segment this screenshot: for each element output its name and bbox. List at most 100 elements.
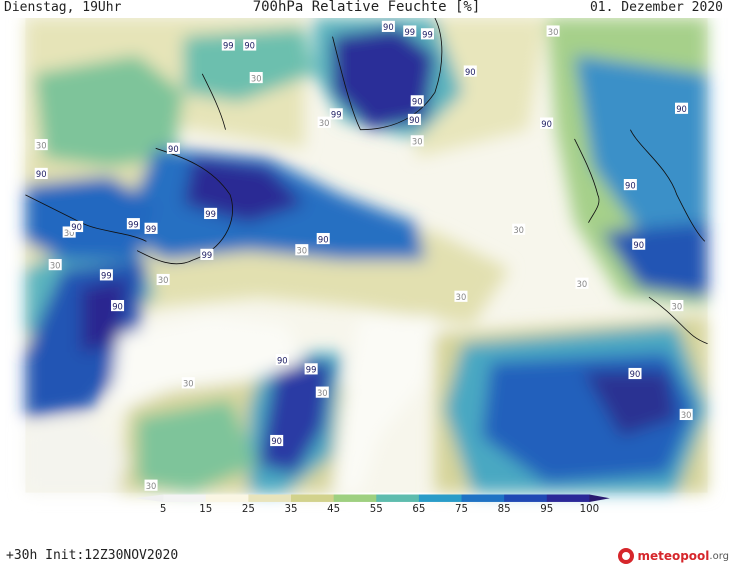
contour-label: 30 <box>512 223 526 235</box>
humidity-field <box>25 18 708 493</box>
contour-label: 30 <box>156 273 170 285</box>
svg-text:30: 30 <box>64 228 75 238</box>
contour-label: 30 <box>144 479 158 491</box>
contour-label: 90 <box>316 232 330 244</box>
contour-label: 90 <box>463 65 477 77</box>
svg-text:99: 99 <box>128 219 139 229</box>
svg-text:30: 30 <box>672 301 683 311</box>
contour-label: 90 <box>623 179 637 190</box>
svg-text:99: 99 <box>422 30 433 40</box>
map-title: 700hPa Relative Feuchte [%] <box>252 0 481 15</box>
contour-label: 90 <box>540 117 554 129</box>
svg-text:30: 30 <box>548 27 559 37</box>
colorbar-label: 65 <box>412 504 425 515</box>
contour-label: 99 <box>204 207 218 219</box>
contour-label: 99 <box>403 25 417 37</box>
colorbar-min-arrow <box>135 494 164 502</box>
contour-label: 30 <box>317 116 331 128</box>
contour-label: 30 <box>670 299 684 311</box>
colorbar-segment <box>504 494 548 502</box>
svg-text:30: 30 <box>319 118 330 128</box>
colorbar-segment <box>333 494 377 502</box>
colorbar-label: 100 <box>580 504 600 515</box>
contour-label: 90 <box>111 299 125 311</box>
svg-text:30: 30 <box>146 481 157 491</box>
svg-text:90: 90 <box>244 41 255 51</box>
colorbar-segment <box>291 494 335 502</box>
svg-text:30: 30 <box>513 225 524 235</box>
contour-labels: 9990309099999030909930909030903090909099… <box>34 20 693 491</box>
svg-text:90: 90 <box>409 115 420 125</box>
contour-label: 90 <box>410 95 424 107</box>
contour-label: 90 <box>275 353 289 365</box>
contour-label: 99 <box>144 222 158 234</box>
contour-label: 30 <box>62 226 76 238</box>
svg-text:99: 99 <box>205 209 216 219</box>
colorbar-label: 35 <box>285 504 298 515</box>
svg-text:30: 30 <box>317 388 328 398</box>
contour-label: 99 <box>329 108 343 120</box>
svg-text:30: 30 <box>296 245 307 255</box>
contour-label: 90 <box>407 113 421 125</box>
colorbar-segment <box>163 494 207 502</box>
contour-label: 30 <box>679 408 693 420</box>
contour-label: 90 <box>166 142 180 154</box>
svg-text:99: 99 <box>146 224 157 234</box>
contour-label: 90 <box>243 39 257 51</box>
contour-label: 30 <box>249 71 263 83</box>
contour-label: 90 <box>70 220 84 232</box>
colorbar-label: 45 <box>327 504 340 515</box>
svg-text:90: 90 <box>36 169 47 179</box>
contour-label: 90 <box>270 434 284 446</box>
svg-text:90: 90 <box>465 67 476 77</box>
colorbar-segment <box>461 494 505 502</box>
init-time: +30h Init:12Z30NOV2020 <box>6 548 179 563</box>
colorbar-label: 5 <box>160 504 167 515</box>
colorbar-label: 95 <box>540 504 553 515</box>
svg-text:99: 99 <box>404 27 415 37</box>
svg-text:90: 90 <box>676 104 687 114</box>
logo-text: meteopool <box>637 549 710 563</box>
colorbar-segment <box>248 494 292 502</box>
svg-text:90: 90 <box>318 234 329 244</box>
contour-label: 90 <box>628 367 642 379</box>
meteopool-logo[interactable]: meteopool .org <box>618 548 729 564</box>
contour-label: 30 <box>575 277 589 289</box>
svg-text:90: 90 <box>383 22 394 32</box>
contour-label: 30 <box>295 244 309 255</box>
humidity-map: 9990309099999030909930909030903090909099… <box>25 18 708 515</box>
svg-text:30: 30 <box>456 292 467 302</box>
svg-text:99: 99 <box>223 41 234 51</box>
contour-label: 99 <box>304 363 318 375</box>
logo-icon <box>618 548 635 564</box>
contour-label: 30 <box>454 290 468 302</box>
svg-text:90: 90 <box>625 180 636 190</box>
svg-text:90: 90 <box>412 97 423 107</box>
contour-label: 99 <box>221 39 235 51</box>
contour-label: 30 <box>315 386 329 398</box>
svg-text:90: 90 <box>168 144 179 154</box>
colorbar-label: 75 <box>455 504 468 515</box>
svg-text:90: 90 <box>630 369 641 379</box>
contour-label: 30 <box>410 135 424 147</box>
forecast-time: Dienstag, 19Uhr <box>4 0 122 15</box>
colorbar-segment <box>376 494 420 502</box>
forecast-date: 01. Dezember 2020 <box>589 0 723 15</box>
colorbar-label: 55 <box>370 504 383 515</box>
colorbar-segment <box>546 494 590 502</box>
colorbar-segment <box>205 494 249 502</box>
contour-label: 99 <box>126 218 140 229</box>
svg-text:90: 90 <box>277 355 288 365</box>
svg-text:30: 30 <box>681 410 692 420</box>
svg-text:30: 30 <box>183 379 194 389</box>
svg-text:90: 90 <box>71 222 82 232</box>
contour-label: 99 <box>200 248 214 260</box>
contour-label: 30 <box>546 25 560 37</box>
svg-text:30: 30 <box>412 137 423 147</box>
contour-label: 90 <box>381 20 395 32</box>
svg-text:30: 30 <box>577 279 588 289</box>
contour-label: 30 <box>34 138 48 150</box>
svg-text:90: 90 <box>541 119 552 129</box>
colorbar-label: 85 <box>498 504 511 515</box>
svg-text:30: 30 <box>251 73 262 83</box>
